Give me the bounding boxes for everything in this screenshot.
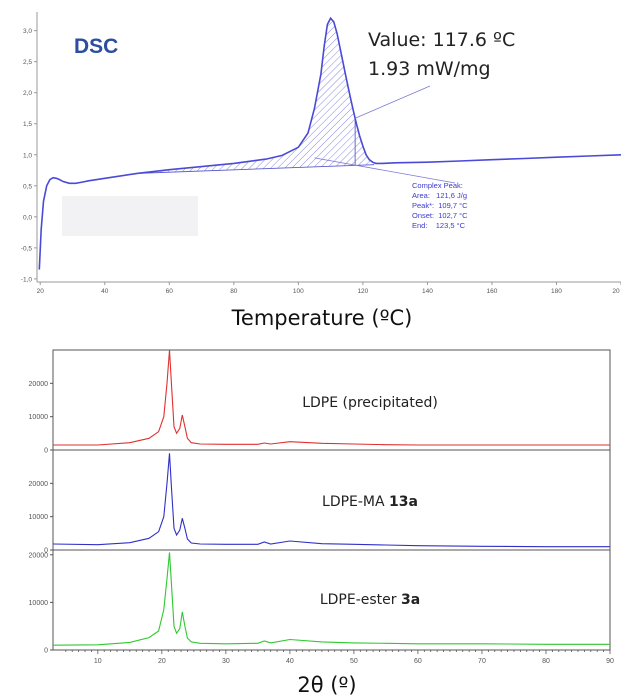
xrd-pattern-line	[53, 349, 610, 446]
xrd-x-tick-label: 70	[478, 658, 486, 665]
complex-peak-onset: Onset: 102,7 °C	[412, 211, 468, 220]
value-heat-flow: 1.93 mW/mg	[368, 58, 491, 80]
xrd-x-tick-label: 50	[350, 658, 358, 665]
dsc-x-tick-label: 140	[422, 288, 433, 295]
dsc-x-tick-label: 80	[230, 288, 238, 295]
dsc-y-tick-label: 2,0	[23, 90, 32, 97]
xrd-panels: 0 10000 20000 LDPE (precipitated) 0 10000 2000…	[29, 349, 614, 665]
xrd-y-tick-label: 10000	[29, 600, 49, 607]
dsc-x-tick-label: 100	[293, 288, 304, 295]
xrd-y-tick-label: 20000	[29, 481, 49, 488]
xrd-chart: 0 10000 20000 LDPE (precipitated) 0 10000 2000…	[29, 349, 614, 697]
dsc-x-tick-label: 20	[612, 288, 620, 295]
dsc-y-tick-label: -1,0	[21, 276, 33, 283]
dsc-x-tick-label: 20	[37, 288, 45, 295]
xrd-x-tick-label: 80	[542, 658, 550, 665]
value-leader-line	[354, 85, 431, 119]
dsc-y-tick-label: -0,5	[21, 245, 33, 252]
dsc-ticks: -1,0 -0,5 0,0 0,5 1,0 1,5 2,0 2,5 3,0 20 40 60 80 100…	[21, 28, 621, 295]
dsc-label: DSC	[74, 35, 118, 58]
xrd-y-tick-label: 10000	[29, 414, 49, 421]
xrd-panel-label: LDPE-ester 3a	[320, 592, 420, 608]
dsc-y-tick-label: 1,0	[23, 152, 32, 159]
xrd-x-tick-label: 60	[414, 658, 422, 665]
xrd-y-tick-label: 0	[44, 548, 48, 555]
dsc-x-tick-label: 60	[166, 288, 174, 295]
dsc-x-axis-title: Temperature (ºC)	[231, 306, 413, 330]
dsc-integration-baseline	[137, 164, 375, 174]
dsc-integration-area	[137, 18, 375, 174]
xrd-x-tick-label: 40	[286, 658, 294, 665]
xrd-panel-label: LDPE (precipitated)	[302, 395, 438, 411]
xrd-x-tick-label: 30	[222, 658, 230, 665]
xrd-y-tick-label: 0	[44, 648, 48, 655]
xrd-y-tick-label: 20000	[29, 552, 49, 559]
value-temperature: Value: 117.6 ºC	[368, 29, 515, 51]
complex-peak-end: End: 123,5 °C	[412, 221, 466, 230]
complex-peak-leader-line	[314, 157, 456, 184]
xrd-x-tick-label: 10	[94, 658, 102, 665]
xrd-panel-label: LDPE-MA 13a	[322, 494, 418, 510]
dsc-heat-flow-curve	[38, 16, 621, 270]
xrd-y-tick-label: 10000	[29, 514, 49, 521]
dsc-y-tick-label: 2,5	[23, 59, 32, 66]
dsc-y-tick-label: 0,0	[23, 214, 32, 221]
xrd-pattern-line	[52, 552, 610, 646]
dsc-y-tick-label: 3,0	[23, 28, 32, 35]
xrd-x-tick-label: 20	[158, 658, 166, 665]
xrd-y-tick-label: 0	[44, 448, 48, 455]
dsc-x-tick-label: 180	[551, 288, 562, 295]
complex-peak-peak: Peak*: 109,7 °C	[412, 201, 468, 210]
dsc-y-tick-label: 0,5	[23, 183, 32, 190]
dsc-x-tick-label: 40	[101, 288, 109, 295]
xrd-panel-frame	[52, 549, 611, 651]
xrd-x-axis-title: 2θ (º)	[297, 673, 356, 697]
dsc-chart: -1,0 -0,5 0,0 0,5 1,0 1,5 2,0 2,5 3,0 20 40 60 80 100…	[21, 12, 621, 330]
complex-peak-area: Area: 121,6 J/g	[412, 191, 467, 200]
dsc-blank-box	[62, 196, 198, 236]
complex-peak-title: Complex Peak:	[412, 181, 463, 190]
xrd-x-tick-label: 90	[606, 658, 614, 665]
dsc-x-tick-label: 160	[487, 288, 498, 295]
xrd-pattern-line	[52, 453, 610, 548]
dsc-x-tick-label: 120	[357, 288, 368, 295]
xrd-y-tick-label: 20000	[29, 381, 49, 388]
dsc-y-tick-label: 1,5	[23, 121, 32, 128]
